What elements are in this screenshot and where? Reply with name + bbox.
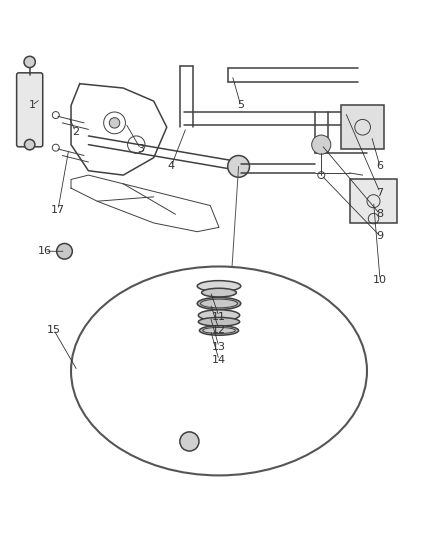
Text: 11: 11 (212, 312, 226, 321)
Circle shape (312, 135, 331, 154)
Text: 13: 13 (212, 342, 226, 352)
Circle shape (110, 118, 120, 128)
Ellipse shape (199, 326, 239, 335)
Text: 14: 14 (212, 355, 226, 365)
Ellipse shape (198, 310, 240, 321)
Text: 17: 17 (51, 205, 65, 215)
Circle shape (180, 432, 199, 451)
Text: 12: 12 (212, 325, 226, 335)
Ellipse shape (71, 266, 367, 475)
Circle shape (25, 140, 35, 150)
Text: 10: 10 (373, 274, 387, 285)
Text: 9: 9 (377, 231, 384, 241)
Text: 3: 3 (137, 144, 144, 154)
Circle shape (57, 244, 72, 259)
Text: 15: 15 (46, 325, 60, 335)
Text: 6: 6 (377, 161, 384, 172)
Bar (341, 106, 385, 149)
Ellipse shape (201, 299, 237, 308)
Ellipse shape (197, 281, 241, 292)
Ellipse shape (197, 297, 241, 310)
Circle shape (24, 56, 35, 68)
FancyBboxPatch shape (17, 73, 43, 147)
Text: 4: 4 (168, 161, 175, 172)
Text: 8: 8 (377, 209, 384, 219)
Ellipse shape (203, 327, 235, 334)
Text: 5: 5 (237, 100, 244, 110)
Text: 16: 16 (38, 246, 52, 256)
Text: 2: 2 (72, 126, 79, 136)
Circle shape (228, 156, 250, 177)
Ellipse shape (201, 288, 237, 297)
Bar (350, 180, 397, 223)
Text: 1: 1 (28, 100, 35, 110)
Ellipse shape (198, 318, 240, 326)
Text: 7: 7 (377, 188, 384, 198)
